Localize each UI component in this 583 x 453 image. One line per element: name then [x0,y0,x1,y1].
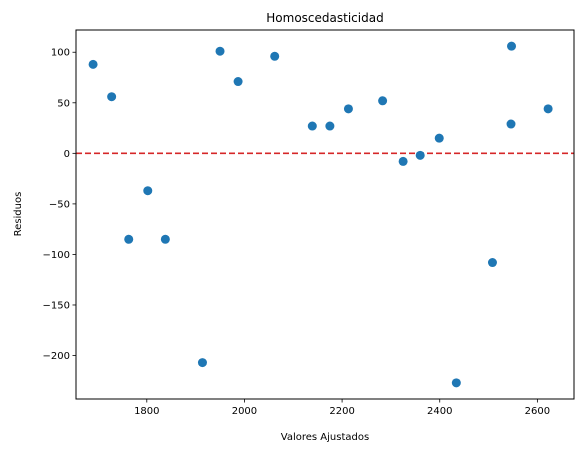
data-point [233,77,243,87]
chart-title: Homoscedasticidad [266,11,383,25]
x-tick-label: 1800 [134,406,159,417]
data-point [434,133,444,143]
data-point [325,121,335,131]
data-point [543,104,553,114]
data-point [506,119,516,129]
data-point [378,96,388,106]
y-tick-label: −150 [43,300,70,311]
y-tick-label: −100 [43,250,70,261]
data-point [507,41,517,51]
x-tick-label: 2200 [329,406,354,417]
data-point [343,104,353,114]
data-point [415,150,425,160]
x-axis-title: Valores Ajustados [281,432,369,443]
data-point [307,121,317,131]
data-point [398,156,408,166]
data-point [143,186,153,196]
x-tick-label: 2000 [232,406,257,417]
plot-area [76,30,574,399]
plot-frame-border [75,29,575,400]
data-point [270,51,280,61]
data-point [451,378,461,388]
data-point [197,358,207,368]
data-point [215,46,225,56]
data-point [107,92,117,102]
y-tick-label: 50 [57,98,70,109]
data-point [487,258,497,268]
y-tick-label: −200 [43,351,70,362]
x-tick-label: 2600 [525,406,550,417]
data-point [88,59,98,69]
data-point [160,234,170,244]
y-tick-label: 0 [64,149,70,160]
y-tick-label: 100 [51,48,70,59]
y-axis-title: Residuos [13,192,24,237]
x-tick-label: 2400 [427,406,452,417]
data-point [124,234,134,244]
y-tick-label: −50 [49,199,70,210]
